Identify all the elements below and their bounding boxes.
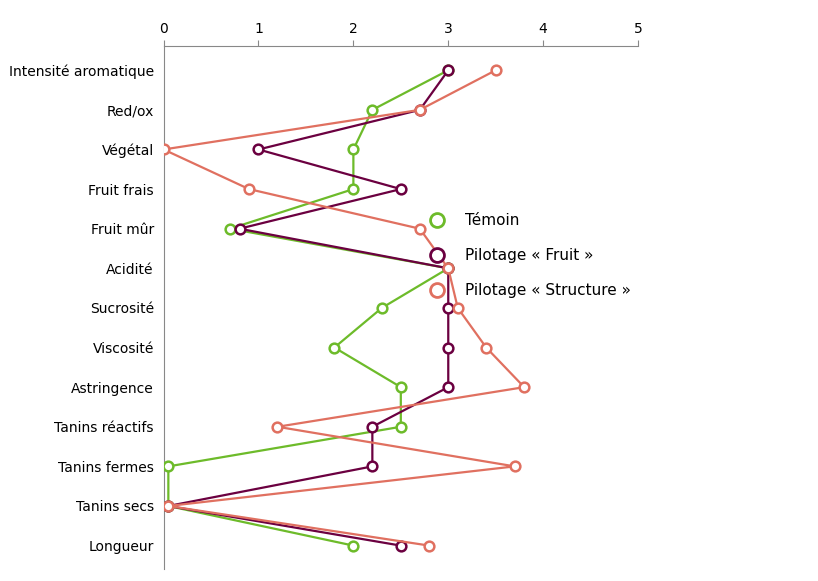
Legend: Témoin, Pilotage « Fruit », Pilotage « Structure »: Témoin, Pilotage « Fruit », Pilotage « S…	[422, 213, 631, 298]
